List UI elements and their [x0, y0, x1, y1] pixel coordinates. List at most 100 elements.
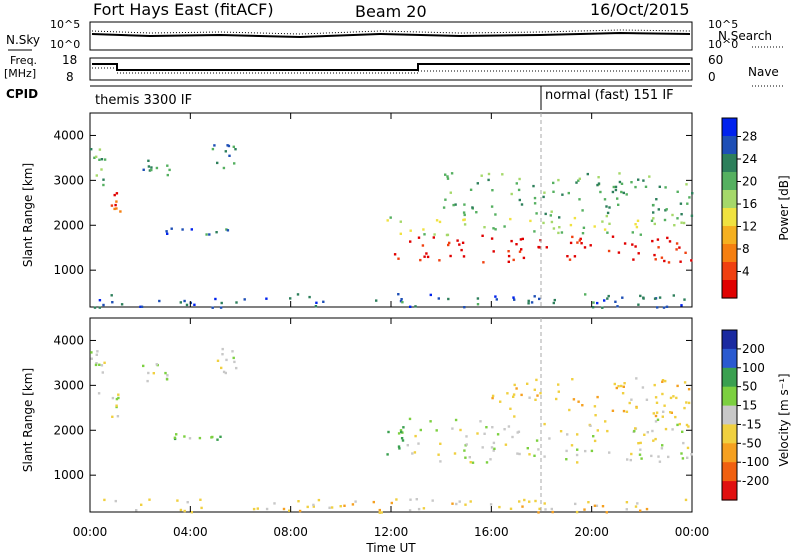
velocity-cell	[414, 434, 417, 438]
velocity-cell	[645, 398, 649, 401]
velocity-cell	[625, 410, 629, 413]
power-cell	[607, 249, 611, 253]
power-cell	[401, 301, 404, 304]
power-cell	[618, 180, 622, 184]
power-colorbar-swatch	[722, 262, 737, 281]
velocity-cell	[454, 418, 458, 422]
power-cell	[680, 304, 683, 307]
velocity-cell	[570, 444, 574, 447]
power-cell	[100, 168, 103, 171]
power-cell	[576, 241, 579, 244]
velocity-cell	[684, 498, 688, 502]
power-cell	[577, 179, 580, 182]
power-cell	[417, 236, 421, 239]
x-tick-label: 00:00	[675, 525, 710, 539]
nsearch-label: N.Search	[718, 29, 772, 43]
velocity-cell	[670, 411, 673, 414]
power-cell	[617, 251, 621, 254]
date-title: 16/Oct/2015	[590, 0, 690, 19]
power-cell	[654, 258, 657, 261]
power-cell	[672, 294, 675, 297]
velocity-cell	[509, 407, 512, 410]
freq-label: Freq.	[10, 54, 37, 67]
power-cell	[653, 297, 657, 300]
velocity-cell	[155, 363, 158, 366]
power-cell	[552, 190, 555, 193]
velocity-cell	[506, 392, 509, 395]
velocity-cell	[538, 507, 541, 511]
power-cell	[517, 188, 521, 192]
power-cell	[652, 203, 655, 207]
power-cell	[527, 302, 530, 305]
power-colorbar-tick-label: 12	[742, 220, 757, 234]
power-cell	[533, 196, 537, 200]
velocity-colorbar-swatch	[722, 330, 737, 350]
power-cell	[634, 223, 637, 226]
velocity-cell	[682, 441, 685, 445]
velocity-colorbar-tick-label: -15	[742, 417, 762, 431]
power-ylabel: Slant Range [km]	[21, 163, 35, 267]
velocity-cell	[593, 504, 597, 507]
power-colorbar-swatch	[722, 118, 737, 137]
nsearch-trace	[91, 29, 691, 35]
velocity-cell	[312, 503, 315, 507]
power-cell	[561, 193, 564, 196]
power-cell	[549, 214, 552, 217]
power-cell	[444, 173, 447, 176]
power-cell	[448, 241, 451, 245]
velocity-cell	[535, 378, 538, 382]
power-cell	[606, 231, 609, 234]
power-cell	[490, 205, 494, 208]
power-cell	[518, 198, 521, 202]
power-cell	[601, 220, 604, 223]
velocity-cell	[628, 401, 631, 405]
power-cell	[518, 250, 522, 253]
velocity-cell	[98, 363, 101, 366]
velocity-cell	[590, 449, 594, 453]
beam-title: Beam 20	[355, 2, 427, 21]
x-tick-label: 08:00	[273, 525, 308, 539]
velocity-cell	[415, 498, 418, 501]
power-cell	[599, 190, 602, 194]
velocity-cell	[516, 431, 519, 434]
power-cell	[679, 260, 682, 263]
velocity-cell	[683, 406, 686, 410]
velocity-ylabel: Slant Range [km]	[21, 368, 35, 472]
power-cell	[625, 193, 628, 196]
cpid-mode-1: themis 3300 IF	[95, 93, 192, 108]
power-cell	[675, 248, 678, 251]
velocity-cell	[481, 446, 484, 449]
power-colorbar-swatch	[722, 172, 737, 191]
power-cell	[614, 300, 617, 303]
nave-trace	[92, 67, 690, 74]
power-cell	[611, 235, 615, 238]
power-cell	[521, 237, 524, 241]
velocity-cell	[639, 448, 642, 451]
power-cell	[463, 223, 467, 226]
velocity-cell	[667, 455, 670, 459]
velocity-colorbar: 200 100 50 15 -15 -50 -100 -200	[721, 329, 769, 501]
velocity-cell	[233, 360, 236, 364]
power-cell	[469, 188, 473, 191]
power-colorbar-swatch	[722, 136, 737, 155]
velocity-cell	[661, 415, 664, 418]
power-cell	[444, 198, 447, 201]
velocity-cell	[328, 506, 331, 509]
power-cell	[631, 243, 634, 246]
velocity-cell	[526, 382, 529, 385]
velocity-cell	[625, 501, 629, 504]
velocity-cell	[216, 438, 219, 441]
velocity-cell	[617, 385, 620, 388]
power-cell	[657, 246, 660, 249]
velocity-cell	[621, 392, 625, 395]
power-cell	[581, 232, 585, 235]
power-cell	[651, 239, 654, 243]
power-colorbar-frame	[721, 117, 738, 299]
velocity-cell	[498, 505, 501, 509]
power-cell	[520, 248, 523, 251]
power-cell	[620, 182, 624, 185]
power-cell	[115, 207, 118, 210]
velocity-cell	[566, 433, 569, 436]
velocity-cell	[548, 437, 551, 440]
power-cell	[115, 200, 118, 203]
